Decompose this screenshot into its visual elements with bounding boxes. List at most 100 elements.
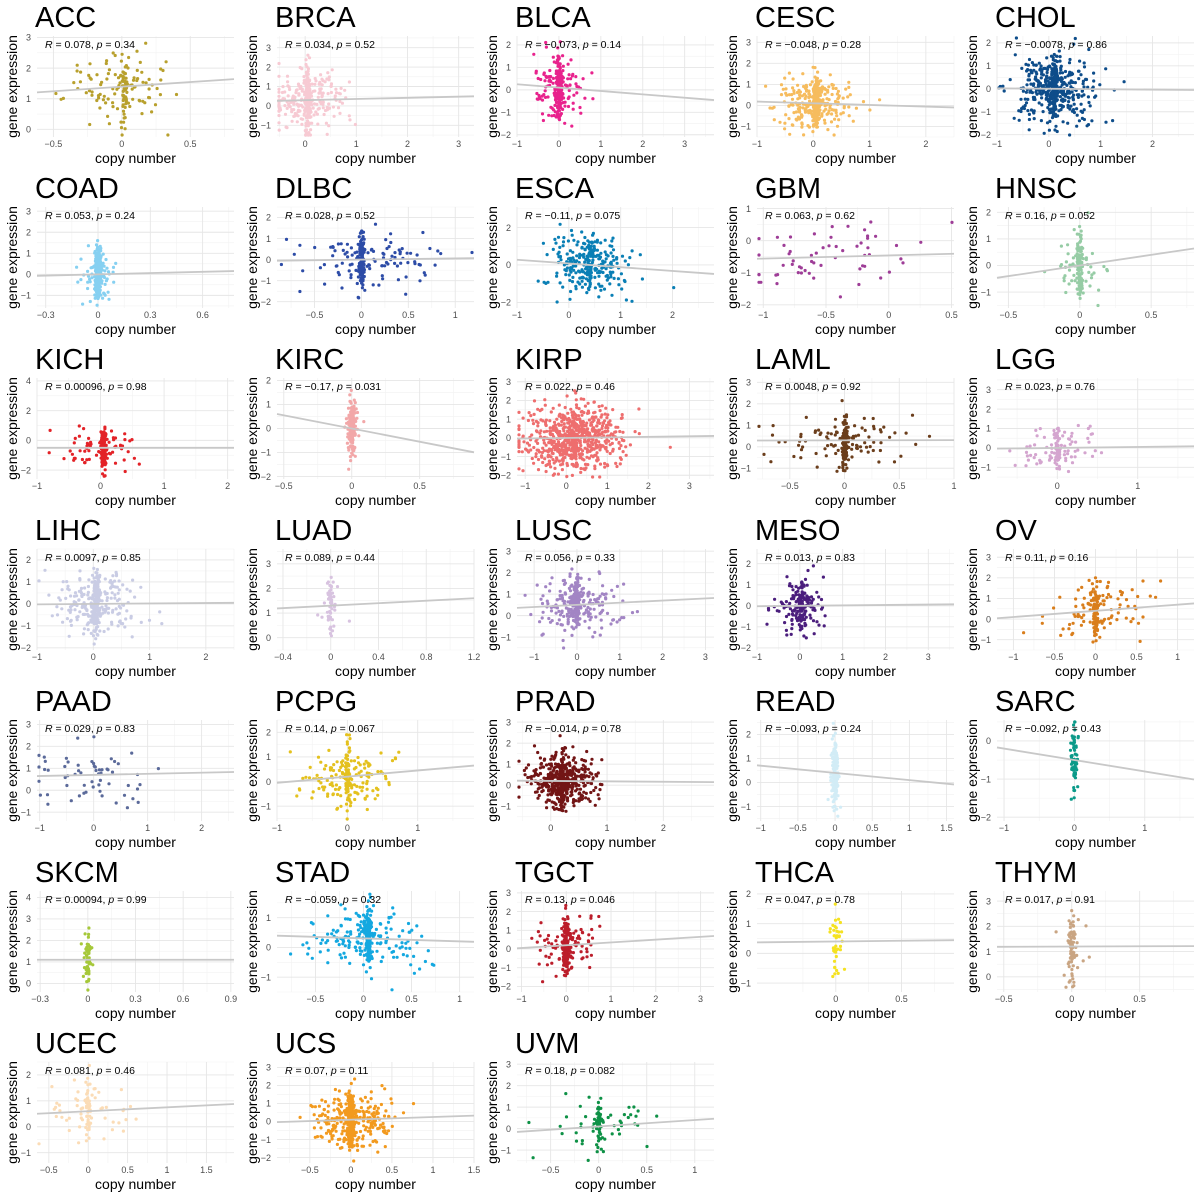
scatter-point	[562, 414, 566, 418]
scatter-point	[877, 460, 881, 464]
scatter-point	[121, 74, 125, 78]
y-tick-label: 1	[26, 577, 31, 587]
x-axis-label: copy number	[815, 492, 896, 508]
panel-title: CHOL	[995, 2, 1076, 34]
x-tick-label: 2	[646, 481, 651, 491]
scatter-point	[100, 463, 105, 467]
scatter-point	[847, 114, 851, 118]
scatter-point	[559, 423, 563, 427]
scatter-point	[86, 628, 90, 632]
scatter-point	[797, 265, 802, 269]
scatter-point	[899, 454, 903, 458]
scatter-point	[564, 438, 569, 443]
scatter-point	[781, 87, 785, 91]
scatter-point	[300, 89, 304, 93]
scatter-point	[585, 427, 589, 431]
scatter-point	[517, 410, 521, 414]
scatter-point	[628, 443, 632, 447]
scatter-point	[380, 264, 384, 268]
scatter-point	[1058, 452, 1062, 457]
scatter-point	[622, 439, 626, 443]
scatter-point	[109, 596, 113, 600]
scatter-point	[579, 443, 583, 448]
scatter-point	[116, 624, 120, 628]
scatter-point	[147, 77, 151, 81]
scatter-point	[399, 261, 403, 265]
scatter-point	[131, 578, 135, 582]
scatter-point	[354, 407, 358, 411]
x-tick-labels: −1 0 1 2	[32, 481, 230, 491]
scatter-point	[350, 262, 354, 266]
scatter-point	[72, 81, 76, 85]
scatter-point	[799, 448, 804, 452]
scatter-point	[95, 248, 100, 252]
panel-title: CESC	[755, 2, 836, 34]
x-tick-labels: −0.3 0 0.3 0.6	[37, 310, 209, 320]
scatter-point	[596, 429, 601, 433]
scatter-point	[540, 450, 544, 455]
scatter-point	[595, 240, 599, 244]
x-tick-label: 2	[923, 139, 928, 149]
scatter-point	[775, 282, 779, 286]
scatter-point	[107, 297, 111, 301]
scatter-point	[527, 450, 531, 454]
chart-panel-kirp: −1 0 1 2 3 −2 −1 0 1 2 3 KIRP R = 0.022, p = 0.46 cop…	[480, 342, 720, 513]
y-tick-label: 1	[506, 414, 511, 424]
y-tick-label: 3	[26, 33, 31, 43]
scatter-point	[593, 240, 597, 244]
scatter-point	[360, 231, 364, 235]
scatter-point	[779, 83, 784, 87]
scatter-point	[1076, 281, 1080, 285]
scatter-point	[599, 288, 603, 292]
panel-title: BLCA	[515, 2, 591, 34]
scatter-point	[536, 468, 541, 472]
scatter-point	[393, 261, 397, 265]
scatter-point	[579, 434, 583, 438]
scatter-point	[784, 113, 788, 117]
scatter-point	[106, 627, 110, 631]
scatter-point	[838, 295, 842, 299]
scatter-point	[1058, 95, 1062, 99]
x-axis-label: copy number	[575, 492, 656, 508]
scatter-point	[1098, 83, 1102, 87]
scatter-point	[561, 69, 565, 73]
y-tick-label: 1	[266, 400, 271, 410]
scatter-point	[126, 101, 130, 105]
scatter-point	[583, 248, 587, 252]
scatter-point	[1019, 97, 1023, 101]
scatter-point	[78, 577, 82, 581]
scatter-point	[101, 608, 106, 612]
scatter-point	[123, 432, 127, 436]
scatter-point	[893, 431, 897, 435]
scatter-point	[1057, 49, 1061, 53]
scatter-point	[385, 246, 389, 251]
scatter-point	[757, 237, 761, 241]
scatter-point	[600, 424, 605, 428]
scatter-point	[833, 425, 837, 429]
scatter-point	[1066, 243, 1070, 247]
scatter-point	[1082, 61, 1086, 65]
scatter-point	[617, 446, 622, 451]
scatter-point	[583, 96, 587, 100]
scatter-point	[327, 78, 331, 82]
scatter-point	[616, 277, 620, 281]
scatter-point	[346, 435, 350, 439]
scatter-point	[293, 111, 297, 116]
scatter-point	[834, 108, 838, 112]
scatter-point	[1013, 463, 1017, 467]
scatter-point	[598, 462, 603, 466]
x-tick-label: 0	[1055, 481, 1060, 491]
scatter-point	[1027, 72, 1031, 76]
y-tick-label: 0	[506, 260, 511, 270]
scatter-point	[1046, 106, 1050, 110]
scatter-point	[1082, 85, 1086, 89]
scatter-point	[358, 246, 362, 250]
scatter-point	[841, 463, 845, 467]
scatter-point	[302, 75, 306, 79]
y-axis-label: gene expression	[484, 377, 500, 480]
y-tick-label: 3	[746, 38, 751, 48]
scatter-point	[783, 121, 787, 125]
y-axis-label: gene expression	[724, 35, 740, 138]
scatter-point	[98, 106, 102, 110]
